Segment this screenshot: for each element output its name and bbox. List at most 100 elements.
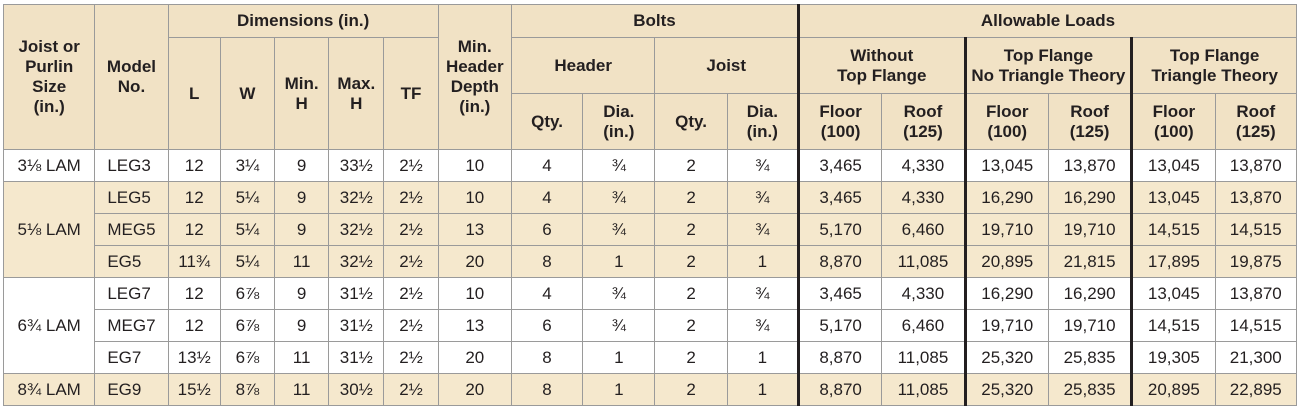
cell-joist-bolt-qty: 2 [654, 181, 728, 214]
cell-dim-TF: 2½ [383, 149, 439, 182]
cell-dim-TF: 2½ [383, 341, 439, 374]
cell-header-bolt-dia: ¾ [582, 277, 656, 310]
cell-tf-triangle-floor: 20,895 [1130, 373, 1216, 406]
cell-without-tf-floor: 3,465 [796, 149, 883, 182]
cell-tf-no-triangle-floor: 16,290 [963, 277, 1049, 310]
cell-min-header-depth: 13 [437, 213, 512, 246]
col-tf-triangle-floor: Floor (100) [1130, 93, 1216, 150]
cell-header-bolt-qty: 6 [510, 309, 584, 342]
cell-tf-triangle-floor: 14,515 [1130, 213, 1216, 246]
cell-header-bolt-qty: 8 [510, 245, 584, 278]
cell-joist-bolt-dia: ¾ [726, 181, 799, 214]
col-min-H-header: Min. H [273, 37, 330, 150]
cell-joist-size: 3⅛ LAM [2, 149, 96, 182]
cell-without-tf-floor: 3,465 [796, 277, 883, 310]
col-tf-no-triangle-roof: Roof (125) [1047, 93, 1133, 150]
cell-tf-no-triangle-floor: 19,710 [963, 309, 1049, 342]
cell-joist-bolt-qty: 2 [654, 245, 728, 278]
col-joist-size-header: Joist or Purlin Size (in.) [2, 4, 96, 150]
cell-dim-W: 6⅞ [219, 277, 276, 310]
cell-tf-no-triangle-roof: 16,290 [1047, 277, 1133, 310]
cell-tf-no-triangle-roof: 19,710 [1047, 213, 1133, 246]
allowable-loads-group-header: Allowable Loads [796, 4, 1298, 38]
cell-min-header-depth: 10 [437, 149, 512, 182]
cell-dim-L: 15½ [167, 373, 221, 406]
cell-tf-no-triangle-floor: 13,045 [963, 149, 1049, 182]
cell-joist-bolt-qty: 2 [654, 213, 728, 246]
cell-tf-no-triangle-roof: 21,815 [1047, 245, 1133, 278]
cell-tf-triangle-roof: 13,870 [1214, 181, 1298, 214]
cell-tf-no-triangle-roof: 19,710 [1047, 309, 1133, 342]
cell-dim-TF: 2½ [383, 213, 439, 246]
cell-joist-bolt-dia: 1 [726, 245, 799, 278]
cell-dim-min-H: 9 [273, 181, 330, 214]
cell-header-bolt-dia: 1 [582, 373, 656, 406]
cell-without-tf-roof: 4,330 [881, 181, 966, 214]
cell-without-tf-roof: 4,330 [881, 277, 966, 310]
cell-header-bolt-dia: 1 [582, 245, 656, 278]
cell-tf-no-triangle-floor: 19,710 [963, 213, 1049, 246]
cell-tf-triangle-roof: 13,870 [1214, 149, 1298, 182]
cell-dim-min-H: 11 [273, 341, 330, 374]
cell-header-bolt-dia: ¾ [582, 149, 656, 182]
cell-without-tf-floor: 8,870 [796, 373, 883, 406]
table-row: EG7 13½ 6⅞ 11 31½ 2½ 20 8 1 2 1 8,870 11,085 25,320 25… [4, 341, 1298, 374]
cell-tf-triangle-roof: 14,515 [1214, 213, 1298, 246]
cell-model-no: MEG7 [94, 309, 169, 342]
cell-dim-L: 11¾ [167, 245, 221, 278]
table-row: 8¾ LAM EG9 15½ 8⅞ 11 30½ 2½ 20 8 1 2 1 8,870 11,085 25… [2, 373, 1298, 406]
table-row: MEG5 12 5¼ 9 32½ 2½ 13 6 ¾ 2 ¾ 5,170 6,460 19,710 19,7… [4, 213, 1298, 246]
cell-joist-size: 8¾ LAM [2, 373, 96, 406]
cell-tf-no-triangle-roof: 25,835 [1047, 341, 1133, 374]
cell-tf-no-triangle-floor: 25,320 [963, 341, 1049, 374]
cell-joist-bolt-dia: ¾ [726, 309, 799, 342]
cell-dim-min-H: 11 [273, 245, 330, 278]
cell-min-header-depth: 10 [437, 277, 512, 310]
table-body: 3⅛ LAM LEG3 12 3¼ 9 33½ 2½ 10 4 ¾ 2 ¾ 3,465 4,330 13,0… [2, 149, 1298, 406]
cell-model-no: LEG5 [94, 181, 169, 214]
cell-dim-L: 12 [167, 309, 221, 342]
cell-dim-W: 5¼ [219, 181, 276, 214]
cell-tf-triangle-roof: 19,875 [1214, 245, 1298, 278]
dimensions-group-header: Dimensions (in.) [167, 4, 439, 38]
cell-dim-max-H: 33½ [328, 149, 385, 182]
cell-dim-W: 5¼ [219, 213, 276, 246]
cell-dim-max-H: 32½ [328, 245, 385, 278]
cell-header-bolt-qty: 4 [510, 181, 584, 214]
cell-tf-triangle-roof: 13,870 [1214, 277, 1298, 310]
cell-dim-min-H: 9 [273, 277, 330, 310]
cell-header-bolt-qty: 4 [510, 149, 584, 182]
cell-without-tf-roof: 11,085 [881, 373, 966, 406]
col-tf-no-triangle-floor: Floor (100) [963, 93, 1049, 150]
cell-tf-triangle-roof: 14,515 [1214, 309, 1298, 342]
cell-joist-bolt-qty: 2 [654, 149, 728, 182]
cell-header-bolt-qty: 8 [510, 373, 584, 406]
cell-dim-max-H: 32½ [328, 181, 385, 214]
cell-model-no: EG5 [94, 245, 169, 278]
cell-tf-no-triangle-floor: 25,320 [963, 373, 1049, 406]
cell-dim-W: 6⅞ [219, 341, 276, 374]
cell-tf-no-triangle-roof: 25,835 [1047, 373, 1133, 406]
cell-min-header-depth: 13 [437, 309, 512, 342]
cell-dim-L: 12 [167, 213, 221, 246]
table-row: 5⅛ LAM LEG5 12 5¼ 9 32½ 2½ 10 4 ¾ 2 ¾ 3,465 4,330 16,2… [2, 181, 1298, 278]
cell-tf-triangle-floor: 17,895 [1130, 245, 1216, 278]
cell-dim-L: 13½ [167, 341, 221, 374]
cell-model-no: EG9 [94, 373, 169, 406]
col-joist-dia: Dia. (in.) [726, 93, 799, 150]
cell-tf-no-triangle-roof: 16,290 [1047, 181, 1133, 214]
cell-dim-min-H: 9 [273, 309, 330, 342]
cell-dim-TF: 2½ [383, 309, 439, 342]
cell-without-tf-floor: 8,870 [796, 341, 883, 374]
cell-without-tf-roof: 4,330 [881, 149, 966, 182]
cell-dim-max-H: 30½ [328, 373, 385, 406]
col-max-H-header: Max. H [328, 37, 385, 150]
cell-without-tf-roof: 6,460 [881, 309, 966, 342]
col-W-header: W [219, 37, 276, 150]
cell-joist-size: 5⅛ LAM [2, 181, 96, 278]
bolts-header-subgroup: Header [510, 37, 656, 94]
cell-header-bolt-dia: ¾ [582, 181, 656, 214]
col-tf-triangle-roof: Roof (125) [1214, 93, 1298, 150]
col-header-dia: Dia. (in.) [582, 93, 656, 150]
cell-dim-max-H: 31½ [328, 341, 385, 374]
